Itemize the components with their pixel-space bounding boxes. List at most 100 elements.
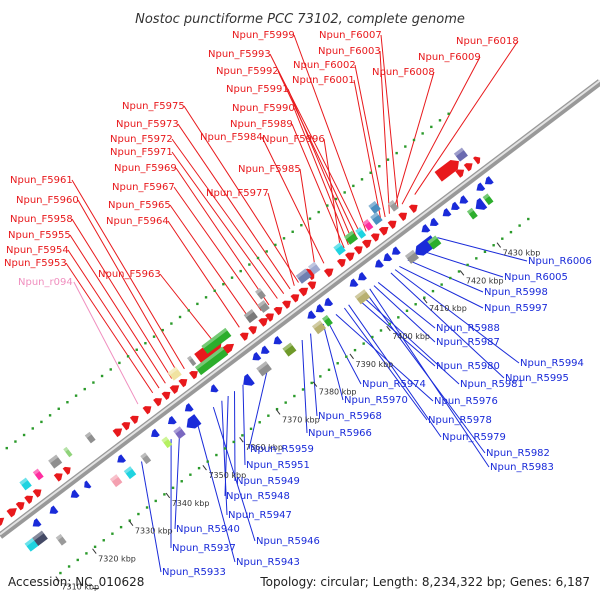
gene-arrow (475, 197, 488, 210)
forward-gene-label: Npun_r094 (18, 277, 73, 288)
track-dot (293, 394, 296, 398)
forward-gene-label: Npun_F6001 (292, 75, 355, 86)
track-dot (483, 250, 487, 254)
gene-box (453, 147, 468, 162)
track-dot (170, 322, 173, 325)
gene-box (322, 315, 333, 327)
tick-label: 7400 kbp (392, 332, 430, 341)
track-dot (128, 519, 131, 522)
forward-gene-label: Npun_F6018 (456, 36, 519, 47)
gene-arrow (0, 517, 5, 527)
gene-box (167, 366, 182, 381)
track-dot (31, 427, 34, 430)
gene-arrow (358, 272, 367, 281)
gene-arrow (455, 169, 465, 178)
gene-arrow (336, 259, 346, 268)
gene-arrow (408, 204, 418, 213)
gene-arrow (167, 415, 177, 425)
track-dot (163, 493, 166, 496)
reverse-strand-genes (24, 176, 494, 552)
forward-gene-label: Npun_F5964 (106, 216, 169, 227)
gene-arrow (315, 304, 325, 313)
reverse-gene-label: Npun_R5976 (434, 396, 498, 407)
reverse-gene-label: Npun_R6005 (504, 272, 568, 283)
track-dot (449, 276, 452, 280)
label-leaders (65, 34, 528, 573)
tick-mark (275, 409, 281, 415)
track-dot (5, 446, 8, 450)
accession-text: Accession: NC_010628 (8, 575, 144, 589)
gene-box (257, 300, 270, 313)
track-dot (353, 348, 357, 352)
forward-strand-genes (0, 147, 481, 527)
track-dot (414, 303, 417, 306)
track-dot (334, 197, 338, 201)
reverse-gene-label: Npun_R5946 (256, 536, 320, 547)
tick-mark (128, 520, 134, 527)
forward-gene-label: Npun_F5991 (226, 84, 289, 95)
gene-arrow (252, 352, 262, 361)
reverse-gene-label: Npun_R5940 (176, 524, 240, 535)
reverse-gene-label: Npun_R5949 (236, 476, 300, 487)
gene-arrow (484, 176, 494, 185)
forward-gene-label: Npun_F5975 (122, 101, 185, 112)
forward-gene-label: Npun_F5967 (112, 182, 175, 193)
track-dot (267, 414, 270, 417)
track-dot (230, 276, 234, 279)
track-dot (215, 453, 218, 457)
gene-arrow (210, 384, 219, 393)
gene-arrow (15, 502, 25, 511)
kbp-ticks: 7310 kbp 7320 kbp 7330 kbp 7340 kbp 7350 kbp… (55, 242, 540, 591)
track-dot (109, 368, 112, 371)
tick-mark (496, 242, 502, 248)
track-dot (241, 434, 244, 437)
tick-mark (312, 381, 318, 387)
track-dot (102, 539, 105, 542)
reverse-gene-label: Npun_R5968 (318, 411, 382, 422)
forward-gene-label: Npun_F5963 (98, 269, 161, 280)
tick-label: 7310 kbp (61, 582, 99, 591)
tick-mark (92, 548, 97, 554)
track-dot (371, 335, 374, 339)
gene-arrow (70, 489, 80, 498)
gene-arrow (243, 373, 255, 386)
tick-label: 7340 kbp (172, 499, 210, 508)
track-dot (232, 440, 235, 444)
gene-box (355, 227, 367, 239)
track-dot (93, 545, 97, 549)
track-dot (239, 269, 242, 273)
gene-arrow (307, 310, 317, 319)
track-dot (397, 316, 400, 319)
genome-backbone (0, 79, 600, 539)
track-dot (256, 256, 260, 260)
track-dot (319, 375, 322, 378)
gene-box (19, 477, 32, 491)
track-dot (145, 506, 149, 509)
track-dot (74, 394, 78, 397)
track-dot (405, 309, 409, 313)
track-dot (501, 237, 504, 240)
gene-arrow (290, 294, 300, 303)
gene-arrow (459, 195, 469, 204)
track-dot (171, 486, 175, 490)
gene-arrow (429, 217, 439, 227)
gene-box (161, 436, 173, 449)
gene-box (387, 199, 399, 212)
gene-box (482, 193, 494, 206)
track-dot (378, 165, 381, 168)
forward-gene-label: Npun_F5960 (16, 195, 79, 206)
reverse-gene-label: Npun_R5981 (460, 379, 524, 390)
map-title: Nostoc punctiforme PCC 73102, complete g… (135, 12, 465, 27)
tick-mark (423, 298, 428, 304)
genome-summary-text: Topology: circular; Length: 8,234,322 bp… (259, 575, 590, 589)
gene-arrow (476, 182, 486, 191)
gene-arrow (24, 495, 34, 504)
track-dot (14, 440, 17, 443)
track-dot (388, 322, 391, 326)
forward-gene-label: Npun_F6003 (318, 46, 381, 57)
gene-arrow (442, 208, 452, 217)
forward-gene-label: Npun_F5953 (4, 258, 67, 269)
gene-arrow (345, 252, 355, 262)
track-dot (92, 381, 95, 384)
track-dot (431, 289, 435, 293)
